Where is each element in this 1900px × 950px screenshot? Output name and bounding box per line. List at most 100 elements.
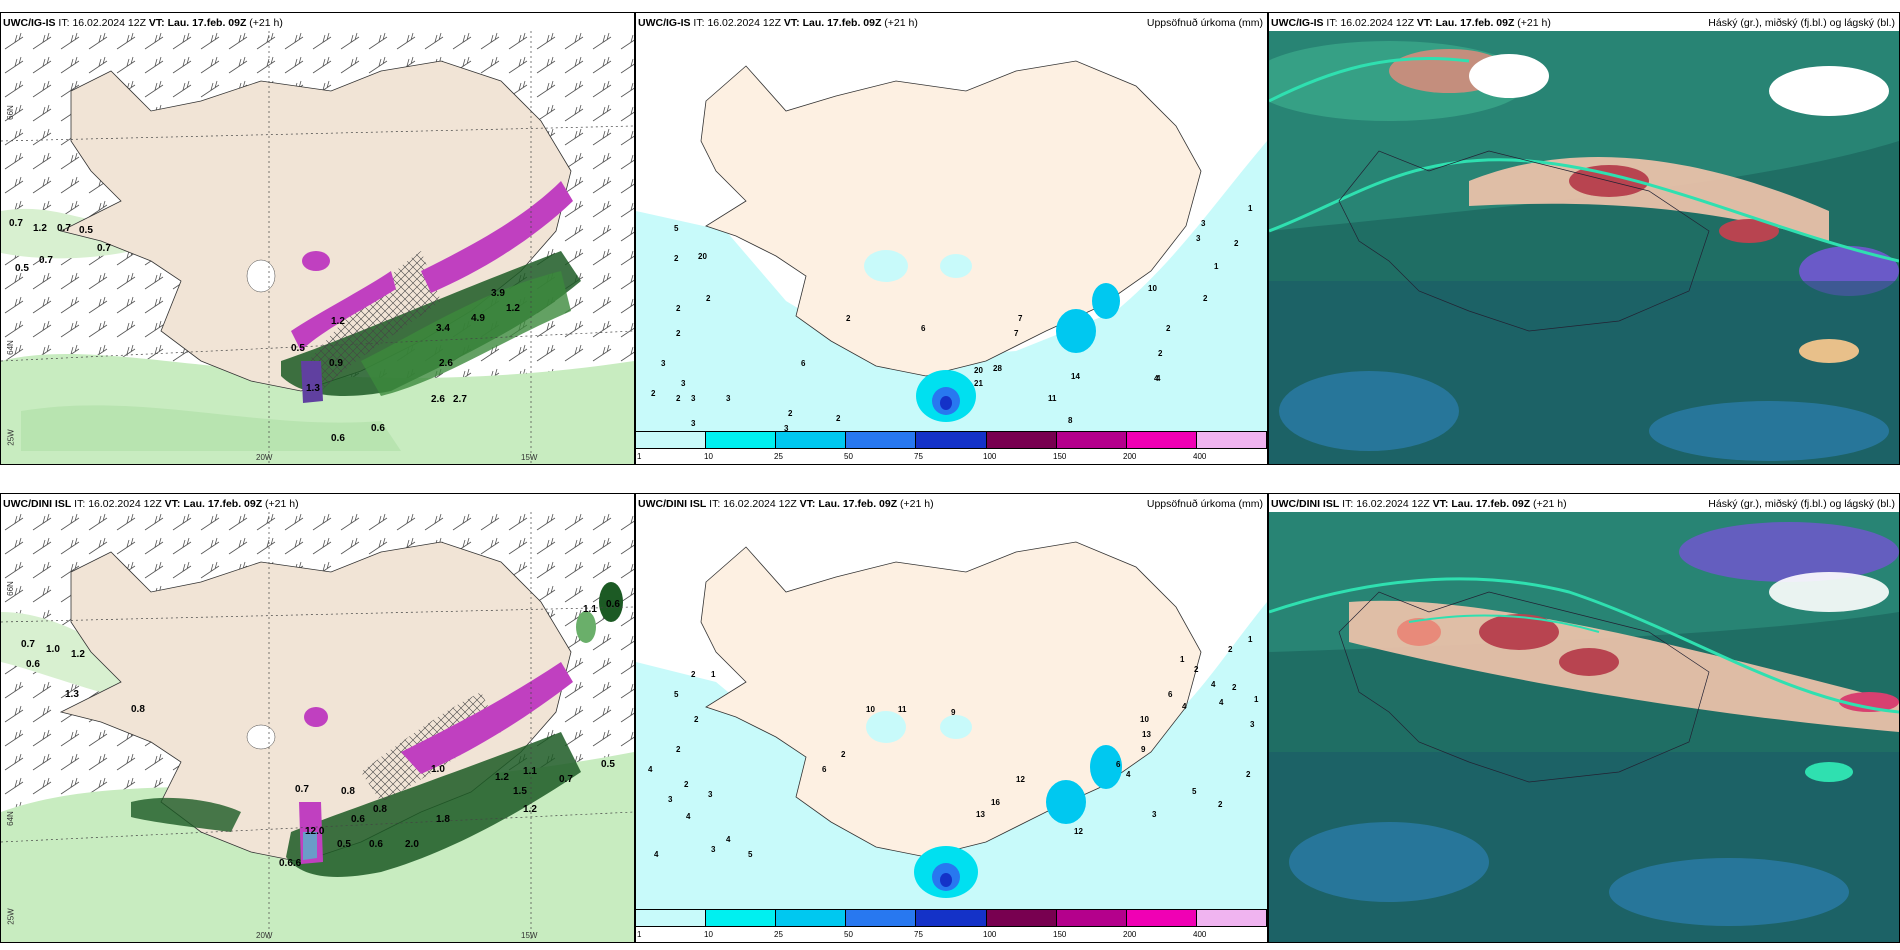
svg-text:4: 4 bbox=[1182, 702, 1187, 711]
svg-text:20: 20 bbox=[974, 366, 983, 375]
cb-swatch-4 bbox=[846, 432, 917, 448]
precip-labels: 5 2 20 2 2 2 3 3 2 2 3 3 3 2 3 6 2 2 6 7… bbox=[651, 204, 1253, 433]
lon-label-25: 25W bbox=[6, 908, 16, 925]
svg-text:2: 2 bbox=[676, 394, 681, 403]
svg-text:1.2: 1.2 bbox=[523, 804, 537, 815]
cb-label: 25 bbox=[774, 930, 783, 939]
svg-text:1.3: 1.3 bbox=[306, 383, 320, 394]
svg-text:1.1: 1.1 bbox=[583, 604, 597, 615]
svg-text:4.9: 4.9 bbox=[471, 313, 485, 324]
cb-swatch-1 bbox=[636, 432, 707, 448]
wind-snow-map: 0.7 1.0 1.2 0.6 1.3 0.8 1.1 0.6 0.5 0.7 … bbox=[1, 512, 634, 942]
lon-label-15: 15W bbox=[521, 453, 538, 462]
svg-text:6: 6 bbox=[822, 765, 827, 774]
cb-swatch-1 bbox=[636, 910, 707, 926]
svg-text:4: 4 bbox=[726, 835, 731, 844]
svg-text:1.0: 1.0 bbox=[431, 764, 445, 775]
svg-text:1.2: 1.2 bbox=[33, 223, 47, 234]
cb-label: 10 bbox=[704, 452, 713, 461]
svg-text:6: 6 bbox=[1116, 760, 1121, 769]
cb-swatch-7 bbox=[1056, 432, 1127, 448]
panel-header: UWC/IG-IS IT: 16.02.2024 12Z VT: Lau. 17… bbox=[638, 17, 918, 29]
wind-snow-panel-top: UWC/IG-IS IT: 16.02.2024 12Z VT: Lau. 17… bbox=[0, 12, 635, 465]
cb-swatch-2 bbox=[706, 432, 777, 448]
panel-header: UWC/DINI ISL IT: 16.02.2024 12Z VT: Lau.… bbox=[1271, 498, 1567, 510]
svg-text:0.7: 0.7 bbox=[21, 639, 35, 650]
svg-text:2: 2 bbox=[676, 745, 681, 754]
cb-swatch-3 bbox=[776, 910, 847, 926]
svg-text:11: 11 bbox=[1048, 394, 1057, 403]
precip-title: Uppsöfnuð úrkoma (mm) bbox=[1146, 498, 1263, 510]
lon-label-20: 20W bbox=[256, 931, 273, 940]
svg-text:2.6: 2.6 bbox=[439, 358, 453, 369]
svg-text:1.2: 1.2 bbox=[71, 649, 85, 660]
svg-text:1: 1 bbox=[1214, 262, 1219, 271]
cloud-panel-top: UWC/IG-IS IT: 16.02.2024 12Z VT: Lau. 17… bbox=[1268, 12, 1900, 465]
svg-text:5: 5 bbox=[674, 224, 679, 233]
cloud-map bbox=[1269, 512, 1899, 942]
svg-text:2.0: 2.0 bbox=[405, 839, 419, 850]
svg-text:2: 2 bbox=[694, 715, 699, 724]
svg-text:2: 2 bbox=[1166, 324, 1171, 333]
svg-text:1: 1 bbox=[1248, 635, 1253, 644]
cb-label: 400 bbox=[1193, 930, 1207, 939]
svg-text:4: 4 bbox=[686, 812, 691, 821]
svg-text:0.6: 0.6 bbox=[351, 814, 365, 825]
lat-label-64: 64N bbox=[5, 340, 15, 355]
cb-label: 50 bbox=[844, 452, 853, 461]
svg-text:3: 3 bbox=[1196, 234, 1201, 243]
cloud-map bbox=[1269, 31, 1899, 464]
cloud-title: Háský (gr.), miðský (fj.bl.) og lágský (… bbox=[1708, 17, 1895, 29]
svg-text:1: 1 bbox=[1248, 204, 1253, 213]
svg-text:1: 1 bbox=[1254, 695, 1259, 704]
svg-text:4: 4 bbox=[1219, 698, 1224, 707]
svg-text:11: 11 bbox=[898, 705, 907, 714]
svg-text:1.8: 1.8 bbox=[436, 814, 450, 825]
svg-text:1.2: 1.2 bbox=[506, 303, 520, 314]
svg-text:2: 2 bbox=[1218, 800, 1223, 809]
cb-label: 1 bbox=[637, 930, 642, 939]
svg-text:2: 2 bbox=[1228, 645, 1233, 654]
lat-label-64: 64N bbox=[5, 811, 15, 826]
svg-text:2.6: 2.6 bbox=[431, 394, 445, 405]
snow-labels: 0.7 1.2 0.7 0.5 0.5 0.7 0.7 1.2 0.5 0.9 … bbox=[9, 218, 520, 444]
svg-text:0.6: 0.6 bbox=[606, 599, 620, 610]
wind-snow-panel-bottom: UWC/DINI ISL IT: 16.02.2024 12Z VT: Lau.… bbox=[0, 493, 635, 943]
svg-text:3: 3 bbox=[668, 795, 673, 804]
svg-text:0.6: 0.6 bbox=[26, 659, 40, 670]
wind-snow-map: 0.7 1.2 0.7 0.5 0.5 0.7 0.7 1.2 0.5 0.9 … bbox=[1, 31, 634, 464]
svg-text:10: 10 bbox=[1148, 284, 1157, 293]
lat-label-66: 66N bbox=[5, 581, 15, 596]
svg-text:4: 4 bbox=[654, 850, 659, 859]
svg-text:3: 3 bbox=[708, 790, 713, 799]
cb-swatch-6 bbox=[986, 910, 1057, 926]
svg-text:3: 3 bbox=[691, 394, 696, 403]
svg-text:2: 2 bbox=[684, 780, 689, 789]
cb-swatch-7 bbox=[1056, 910, 1127, 926]
svg-text:0.6: 0.6 bbox=[371, 423, 385, 434]
cloud-panel-bottom: UWC/DINI ISL IT: 16.02.2024 12Z VT: Lau.… bbox=[1268, 493, 1900, 943]
svg-text:2: 2 bbox=[676, 329, 681, 338]
lon-label-15: 15W bbox=[521, 931, 538, 940]
svg-text:2.7: 2.7 bbox=[453, 394, 467, 405]
svg-text:1: 1 bbox=[711, 670, 716, 679]
svg-text:0.6: 0.6 bbox=[331, 433, 345, 444]
svg-text:4: 4 bbox=[1211, 680, 1216, 689]
svg-text:4: 4 bbox=[648, 765, 653, 774]
svg-text:2: 2 bbox=[846, 314, 851, 323]
svg-text:0.5: 0.5 bbox=[337, 839, 351, 850]
svg-text:3: 3 bbox=[711, 845, 716, 854]
svg-text:4: 4 bbox=[1126, 770, 1131, 779]
cloud-title: Háský (gr.), miðský (fj.bl.) og lágský (… bbox=[1708, 498, 1895, 510]
svg-text:13: 13 bbox=[976, 810, 985, 819]
svg-text:6: 6 bbox=[921, 324, 926, 333]
svg-text:0.8: 0.8 bbox=[341, 786, 355, 797]
svg-text:12: 12 bbox=[1016, 775, 1025, 784]
svg-text:2: 2 bbox=[1246, 770, 1251, 779]
precip-labels: 5 2 1 2 4 2 2 3 3 4 4 5 3 4 6 10 2 11 9 … bbox=[648, 635, 1259, 859]
cb-swatch-8 bbox=[1126, 432, 1197, 448]
svg-text:0.5: 0.5 bbox=[601, 759, 615, 770]
cb-swatch-9 bbox=[1196, 432, 1267, 448]
cb-label: 400 bbox=[1193, 452, 1207, 461]
cb-label: 200 bbox=[1123, 930, 1137, 939]
